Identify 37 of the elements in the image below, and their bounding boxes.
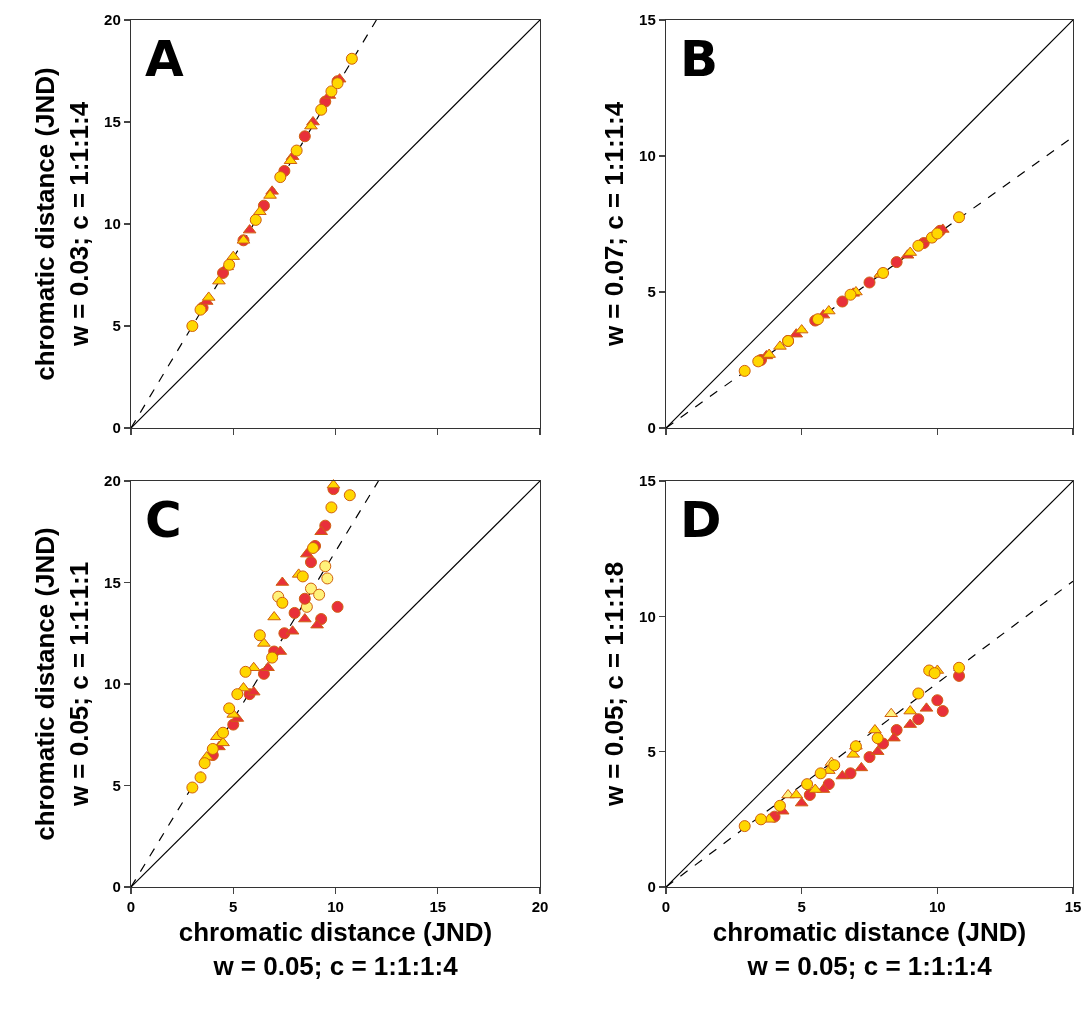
y-tick-label: 5 [647, 742, 656, 760]
annotation: C [145, 491, 182, 549]
y-tick-label: 10 [639, 147, 656, 165]
x-tick-label: 15 [1064, 898, 1082, 916]
y-tick-label: 0 [112, 878, 121, 896]
y-axis-title: w = 0.05; c = 1:1:1:8 [598, 561, 629, 808]
annotation: D [680, 491, 722, 549]
x-tick-label: 5 [797, 898, 806, 916]
x-tick-label: 10 [327, 898, 344, 916]
y-tick-label: 0 [647, 878, 656, 896]
x-tick-label: 20 [531, 898, 549, 916]
y-tick-label: 5 [647, 283, 656, 301]
y-tick-label: 15 [639, 472, 656, 490]
x-tick-label: 10 [928, 898, 946, 916]
y-tick-label: 10 [104, 215, 121, 233]
y-tick-label: 5 [112, 317, 121, 335]
y-tick-label: 15 [639, 11, 656, 29]
annotation: B [680, 30, 719, 88]
y-axis-title: w = 0.07; c = 1:1:1:4 [598, 101, 629, 348]
y-axis-title: chromatic distance (JND) w = 0.05; c = 1:1:1:1 [29, 527, 94, 841]
x-tick-label: 15 [429, 898, 447, 916]
y-tick-label: 10 [639, 607, 656, 625]
y-tick-label: 20 [104, 472, 121, 490]
y-tick-label: 10 [104, 675, 121, 693]
x-tick-label: 0 [661, 898, 671, 916]
x-axis-title: chromatic distance (JND) w = 0.05; c = 1:1:1:4 [712, 916, 1027, 981]
x-tick-label: 5 [229, 898, 238, 916]
y-tick-label: 0 [112, 419, 121, 437]
y-tick-label: 5 [112, 776, 121, 794]
y-tick-label: 15 [104, 113, 121, 131]
annotation: A [145, 30, 184, 88]
y-tick-label: 0 [647, 419, 656, 437]
y-tick-label: 15 [104, 573, 121, 591]
x-axis-title: chromatic distance (JND) w = 0.05; c = 1:1:1:4 [178, 916, 493, 981]
y-tick-label: 20 [104, 11, 121, 29]
x-tick-label: 0 [126, 898, 136, 916]
y-axis-title: chromatic distance (JND) w = 0.03; c = 1:1:1:4 [29, 67, 94, 381]
